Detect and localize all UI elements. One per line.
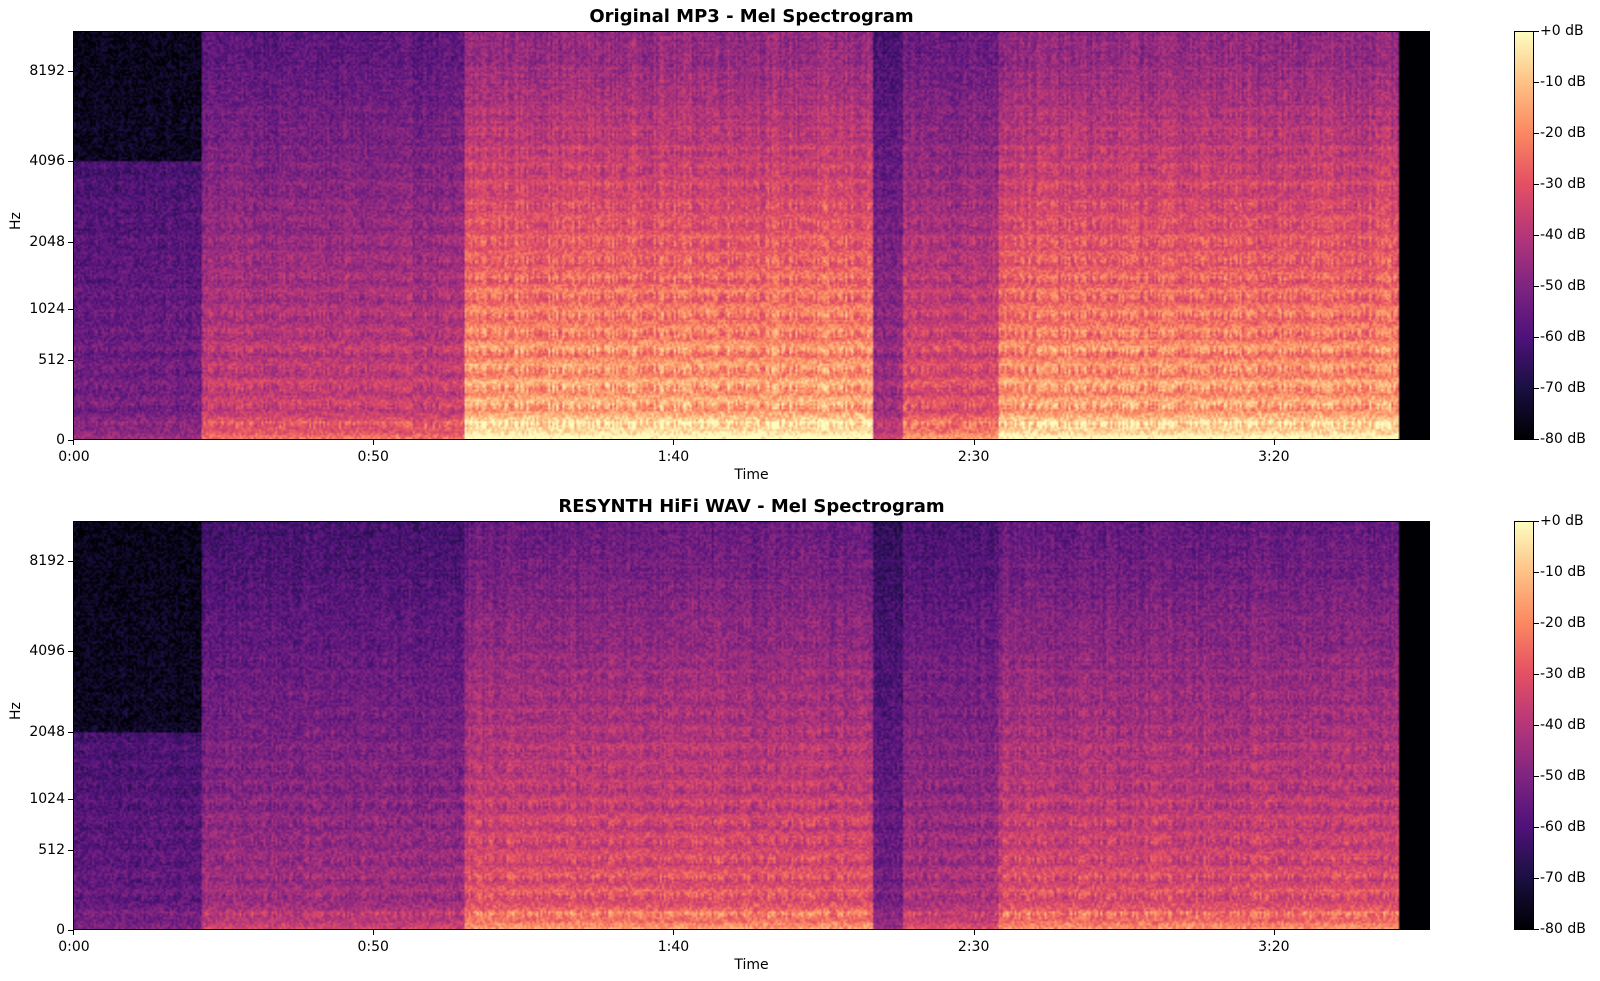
x-axis-label: Time <box>734 957 769 973</box>
colorbar-tick-mark <box>1534 439 1539 440</box>
x-tick-label: 1:40 <box>657 449 690 465</box>
y-tick-label: 2048 <box>29 723 65 740</box>
colorbar-tick-mark <box>1534 31 1539 32</box>
x-tick-label: 3:20 <box>1258 939 1290 955</box>
y-tick-label: 0 <box>56 432 65 448</box>
chart-panel-resynth: RESYNTH HiFi WAV - Mel Spectrogram Hz Ti… <box>0 490 1600 980</box>
x-tick-mark <box>73 930 74 935</box>
x-tick-mark <box>673 440 675 445</box>
spectrogram-heatmap <box>74 522 1429 929</box>
x-tick-mark <box>673 930 675 935</box>
colorbar-tick-label: -80 dB <box>1540 921 1586 937</box>
colorbar-tick-mark <box>1534 521 1539 522</box>
colorbar-tick-label: -70 dB <box>1540 870 1586 886</box>
y-tick-mark <box>68 71 73 73</box>
colorbar-tick-mark <box>1534 235 1539 236</box>
y-axis-label: Hz <box>8 702 24 720</box>
x-tick-mark <box>373 930 375 935</box>
y-tick-mark <box>68 440 73 441</box>
colorbar-tick-label: -30 dB <box>1540 666 1586 682</box>
x-tick-label: 3:20 <box>1258 449 1290 465</box>
y-tick-mark <box>68 850 73 852</box>
x-tick-label: 2:30 <box>957 449 990 465</box>
colorbar-tick-label: -70 dB <box>1540 380 1586 396</box>
colorbar-tick-mark <box>1534 337 1539 338</box>
colorbar-tick-mark <box>1534 827 1539 828</box>
y-tick-mark <box>68 309 73 311</box>
colorbar-tick-mark <box>1534 133 1539 134</box>
colorbar-tick-mark <box>1534 82 1539 83</box>
x-tick-label: 0:50 <box>357 939 389 955</box>
chart-title: Original MP3 - Mel Spectrogram <box>589 6 914 27</box>
y-tick-label: 1024 <box>29 301 65 318</box>
x-tick-mark <box>973 930 975 935</box>
colorbar <box>1514 31 1534 440</box>
x-axis-label: Time <box>734 467 769 483</box>
y-tick-label: 8192 <box>29 63 65 80</box>
colorbar-tick-mark <box>1534 776 1539 777</box>
x-tick-mark <box>1273 440 1275 445</box>
y-tick-label: 4096 <box>29 642 65 659</box>
colorbar-tick-label: -20 dB <box>1540 125 1586 141</box>
colorbar-tick-label: -50 dB <box>1540 278 1586 294</box>
y-tick-label: 0 <box>56 922 65 938</box>
colorbar-tick-label: -40 dB <box>1540 227 1586 243</box>
colorbar-tick-label: -10 dB <box>1540 564 1586 580</box>
colorbar-tick-mark <box>1534 674 1539 675</box>
colorbar-tick-mark <box>1534 929 1539 930</box>
colorbar-tick-mark <box>1534 623 1539 624</box>
y-tick-mark <box>68 731 73 733</box>
spectrogram-plot <box>73 31 1430 440</box>
colorbar-tick-label: -30 dB <box>1540 176 1586 192</box>
chart-panel-original: Original MP3 - Mel Spectrogram Hz Time 0… <box>0 0 1600 490</box>
y-tick-mark <box>68 650 73 652</box>
x-tick-label: 1:40 <box>657 939 690 955</box>
chart-title: RESYNTH HiFi WAV - Mel Spectrogram <box>558 496 945 517</box>
colorbar-tick-label: -10 dB <box>1540 74 1586 90</box>
y-tick-label: 1024 <box>29 791 65 808</box>
y-tick-mark <box>68 799 73 801</box>
colorbar-tick-label: -20 dB <box>1540 615 1586 631</box>
colorbar-tick-label: +0 dB <box>1540 513 1584 529</box>
y-tick-mark <box>68 360 73 362</box>
colorbar-tick-mark <box>1534 572 1539 573</box>
y-tick-mark <box>68 160 73 162</box>
y-tick-mark <box>68 561 73 563</box>
y-tick-mark <box>68 241 73 243</box>
x-tick-label: 0:50 <box>357 449 389 465</box>
y-tick-label: 512 <box>38 352 65 369</box>
colorbar-tick-label: -50 dB <box>1540 768 1586 784</box>
colorbar-tick-label: -80 dB <box>1540 431 1586 447</box>
colorbar-tick-label: -40 dB <box>1540 717 1586 733</box>
colorbar-tick-label: -60 dB <box>1540 329 1586 345</box>
colorbar-tick-mark <box>1534 878 1539 879</box>
x-tick-mark <box>973 440 975 445</box>
y-tick-label: 2048 <box>29 233 65 250</box>
colorbar-tick-label: -60 dB <box>1540 819 1586 835</box>
x-tick-mark <box>73 440 74 445</box>
x-tick-label: 2:30 <box>957 939 990 955</box>
spectrogram-heatmap <box>74 32 1429 439</box>
x-tick-label: 0:00 <box>58 449 90 465</box>
colorbar-tick-mark <box>1534 286 1539 287</box>
x-tick-mark <box>373 440 375 445</box>
colorbar-tick-mark <box>1534 725 1539 726</box>
y-tick-label: 8192 <box>29 553 65 570</box>
y-tick-label: 512 <box>38 842 65 859</box>
y-tick-label: 4096 <box>29 152 65 169</box>
colorbar-tick-mark <box>1534 388 1539 389</box>
colorbar-tick-label: +0 dB <box>1540 23 1584 39</box>
y-axis-label: Hz <box>8 212 24 230</box>
y-tick-mark <box>68 930 73 931</box>
x-tick-mark <box>1273 930 1275 935</box>
colorbar-tick-mark <box>1534 184 1539 185</box>
colorbar <box>1514 521 1534 930</box>
spectrogram-plot <box>73 521 1430 930</box>
x-tick-label: 0:00 <box>58 939 90 955</box>
